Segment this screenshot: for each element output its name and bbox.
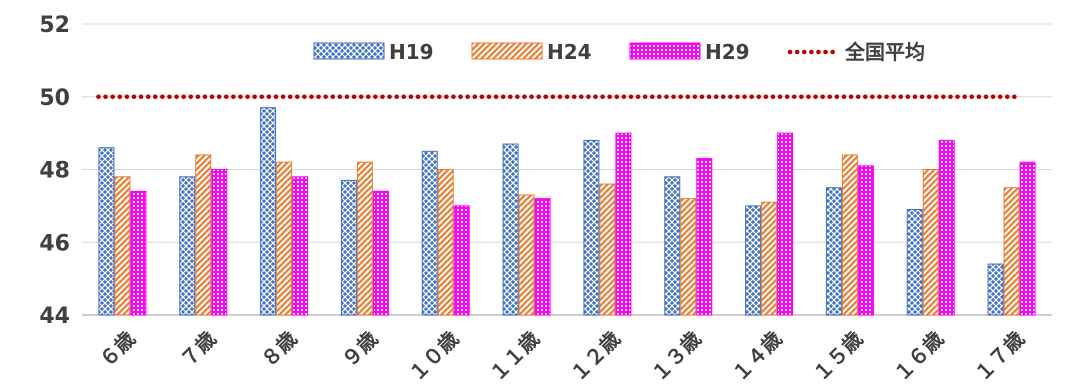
legend-label-h29: H29: [705, 40, 750, 64]
x-category-label: １６歳: [889, 327, 948, 386]
legend-swatch-h24: [471, 42, 543, 60]
bar-h29: [938, 139, 955, 316]
bar-h29: [453, 205, 470, 316]
legend-label-h19: H19: [389, 40, 434, 64]
bar-h19: [179, 176, 196, 316]
bar-h29: [372, 190, 389, 316]
y-tick-label: 46: [39, 231, 70, 256]
bar-h29: [1019, 161, 1036, 316]
bar-h19: [98, 147, 115, 316]
bar-h29: [696, 158, 713, 316]
legend-label-h24: H24: [547, 40, 592, 64]
bar-h19: [421, 150, 438, 316]
bar-h19: [260, 107, 277, 316]
bar-h24: [599, 183, 616, 316]
y-tick-label: 48: [39, 159, 70, 184]
bar-h19: [664, 176, 681, 316]
bar-h29: [211, 169, 228, 316]
x-axis-categories: ６歳 ７歳 ８歳 ９歳 １０歳 １１歳 １２歳 １３歳 １４歳 １５歳 １６歳 １７歳: [95, 327, 1029, 386]
bar-h24: [518, 194, 535, 316]
bar-h24: [356, 161, 373, 316]
bar-h24: [761, 201, 778, 316]
bar-h29: [534, 198, 551, 316]
x-category-label: １４歳: [727, 327, 786, 386]
bar-h19: [340, 179, 357, 316]
y-tick-label: 44: [39, 304, 70, 329]
bar-h24: [276, 161, 293, 316]
bar-h29: [615, 132, 632, 316]
legend: H19 H24 H29 全国平均: [313, 40, 925, 64]
gridlines: [82, 23, 1052, 316]
bar-h19: [502, 143, 519, 316]
bar-h29: [130, 190, 147, 316]
legend-label-reference: 全国平均: [844, 40, 925, 64]
x-category-label: １０歳: [404, 327, 463, 386]
y-tick-label: 52: [39, 13, 70, 38]
bar-h24: [841, 154, 858, 316]
x-category-label: ６歳: [95, 327, 140, 372]
bar-h24: [437, 169, 454, 316]
x-category-label: １７歳: [970, 327, 1029, 386]
bar-h19: [906, 209, 923, 316]
x-category-label: １５歳: [808, 327, 867, 386]
x-category-label: ８歳: [256, 327, 301, 372]
bar-h29: [857, 165, 874, 316]
bar-h29: [292, 176, 309, 316]
x-category-label: １３歳: [646, 327, 705, 386]
bars: [98, 107, 1036, 316]
y-tick-label: 50: [39, 86, 70, 111]
bar-h24: [195, 154, 212, 316]
bar-h19: [825, 187, 842, 316]
bar-h19: [583, 139, 600, 316]
x-category-label: ７歳: [176, 327, 221, 372]
bar-h19: [745, 205, 762, 316]
legend-swatch-h29: [629, 42, 701, 60]
legend-swatch-h19: [313, 42, 385, 60]
x-category-label: ９歳: [337, 327, 382, 372]
bar-h24: [114, 176, 131, 316]
bar-h19: [987, 263, 1004, 316]
bar-h24: [922, 169, 939, 316]
y-axis-ticks: 44 46 48 50 52: [39, 13, 70, 329]
bar-h24: [1003, 187, 1020, 316]
bar-h29: [777, 132, 794, 316]
bar-h24: [680, 198, 697, 316]
x-category-label: １１歳: [485, 327, 544, 386]
x-category-label: １２歳: [566, 327, 625, 386]
